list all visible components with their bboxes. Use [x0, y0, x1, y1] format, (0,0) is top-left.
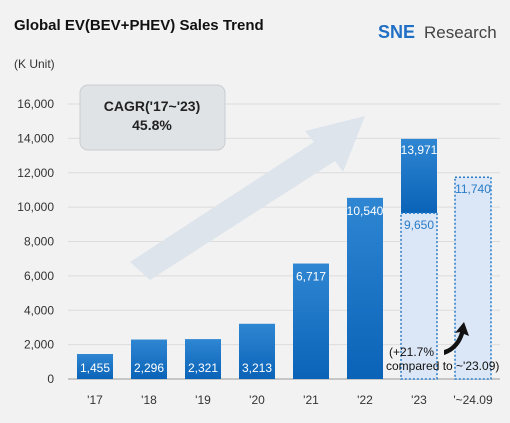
bar	[347, 197, 383, 379]
x-tick-label: '19	[195, 393, 211, 407]
forecast-note: (+21.7% compared to ~'23.09)	[386, 345, 499, 373]
chart-title: Global EV(BEV+PHEV) Sales Trend	[14, 17, 264, 34]
bar	[77, 353, 113, 379]
y-axis: 0 2,000 4,000 6,000 8,000 10,000 12,000 14,000 1…	[17, 97, 54, 386]
note-line2: compared to ~'23.09)	[386, 359, 499, 373]
data-label: 13,971	[401, 143, 438, 157]
bar	[131, 339, 167, 379]
data-label: 10,540	[347, 204, 384, 218]
bars: 1,455 2,296 2,321 3,213 6,717 10,540 13,971 9,6…	[77, 138, 492, 380]
y-tick-label: 8,000	[24, 235, 54, 249]
y-tick-label: 2,000	[24, 338, 54, 352]
sne-research-logo: SNE Research	[378, 22, 497, 42]
bar	[293, 263, 329, 379]
x-tick-label: '~24.09	[453, 393, 493, 407]
bar-segment	[400, 212, 438, 380]
data-label: 2,296	[134, 361, 164, 375]
x-tick-label: '18	[141, 393, 157, 407]
bar	[239, 323, 275, 379]
data-label: 6,717	[296, 270, 326, 284]
growth-arrow	[130, 116, 365, 280]
y-tick-label: 14,000	[17, 131, 54, 145]
y-tick-label: 12,000	[17, 166, 54, 180]
x-tick-label: '20	[249, 393, 265, 407]
note-line1: (+21.7%	[389, 345, 434, 359]
cagr-value: 45.8%	[132, 117, 172, 133]
y-tick-label: 4,000	[24, 303, 54, 317]
y-tick-label: 16,000	[17, 97, 54, 111]
x-tick-label: '22	[357, 393, 373, 407]
bar	[454, 176, 492, 380]
x-axis: '17 '18 '19 '20 '21 '22 '23 '~24.09	[87, 393, 493, 407]
y-tick-label: 6,000	[24, 269, 54, 283]
cagr-box: CAGR('17~'23) 45.8%	[79, 84, 226, 151]
data-label: 2,321	[188, 361, 218, 375]
up-arrow-icon	[444, 322, 469, 355]
x-tick-label: '21	[303, 393, 319, 407]
data-label: 3,213	[242, 361, 272, 375]
y-tick-label: 10,000	[17, 200, 54, 214]
bar	[185, 339, 221, 379]
cagr-label: CAGR('17~'23)	[104, 98, 201, 114]
logo-research-text: Research	[424, 23, 497, 42]
logo-sne-text: SNE	[378, 22, 415, 42]
y-tick-label: 0	[47, 372, 54, 386]
data-label: 1,455	[80, 361, 110, 375]
x-tick-label: '17	[87, 393, 103, 407]
x-tick-label: '23	[411, 393, 427, 407]
bar	[401, 138, 437, 214]
data-label: 11,740	[455, 182, 491, 196]
unit-label: (K Unit)	[14, 57, 55, 71]
data-label-secondary: 9,650	[404, 218, 434, 232]
